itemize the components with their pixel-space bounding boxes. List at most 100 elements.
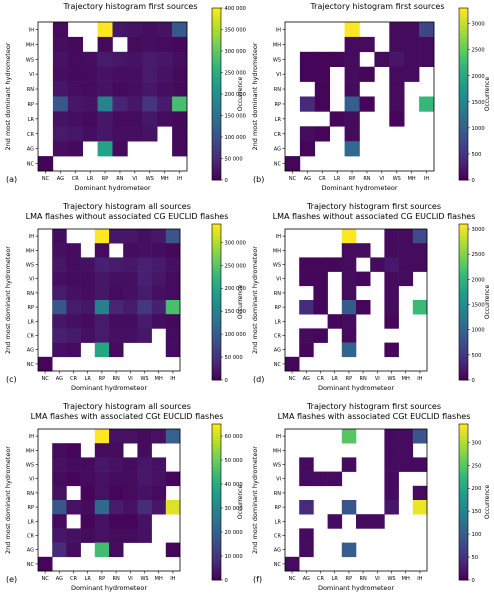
heatmap-cell xyxy=(419,22,435,38)
heatmap-cell xyxy=(52,243,67,258)
heatmap-cell xyxy=(137,500,152,515)
heatmap-cell xyxy=(327,257,343,272)
heatmap-cell xyxy=(151,257,167,272)
heatmap-cell xyxy=(314,96,330,112)
heatmap-cell xyxy=(112,126,128,142)
x-tick-label: AG xyxy=(56,576,63,582)
heatmap-cell xyxy=(341,229,357,244)
heatmap-cell xyxy=(137,314,152,329)
plot-frame xyxy=(37,428,181,572)
colorbar-tick-label: 2500 xyxy=(472,252,485,258)
colorbar-segment xyxy=(459,20,468,26)
colorbar-segment xyxy=(212,498,221,503)
x-tick-label: AG xyxy=(304,176,311,182)
colorbar-segment xyxy=(212,348,221,354)
y-tick-label: RP xyxy=(28,305,35,311)
heatmap-cell xyxy=(123,485,138,501)
colorbar-segment xyxy=(459,576,468,581)
heatmap-cell xyxy=(123,229,138,244)
heatmap-cell xyxy=(374,51,390,67)
heatmap-cell xyxy=(172,96,188,112)
y-tick-label: WS xyxy=(273,57,281,63)
heatmap-cell xyxy=(109,271,124,287)
colorbar-segment xyxy=(459,29,468,35)
panel-label: (d) xyxy=(253,375,264,384)
heatmap-cell xyxy=(137,257,152,272)
heatmap-cell xyxy=(109,257,124,272)
colorbar-tick-label: 200 000 xyxy=(225,286,246,292)
y-tick-label: AG xyxy=(27,348,34,354)
colorbar-segment xyxy=(212,25,221,30)
heatmap-cell xyxy=(165,257,181,272)
heatmap-cell xyxy=(384,429,399,444)
colorbar-segment xyxy=(212,576,221,581)
chart-subtitle: LMA flashes with associated CGt EUCLID f… xyxy=(31,412,224,421)
heatmap-cell xyxy=(123,257,138,272)
y-axis-label: 2nd most dominant hydrometeor xyxy=(4,42,12,150)
heatmap-cell xyxy=(327,471,343,487)
x-tick-label: VI xyxy=(375,576,380,582)
colorbar-segment xyxy=(212,529,221,534)
colorbar-segment xyxy=(459,525,468,530)
x-tick-label: LR xyxy=(334,176,341,182)
colorbar-segment xyxy=(459,282,468,287)
colorbar-segment xyxy=(212,431,221,437)
y-tick-label: RP xyxy=(275,102,282,108)
colorbar-tick-label: 2500 xyxy=(472,48,485,54)
heatmap-cell xyxy=(341,271,357,287)
colorbar-tick-label: 3000 xyxy=(472,227,485,233)
colorbar-frame xyxy=(458,423,469,581)
heatmap-cell xyxy=(80,457,96,472)
colorbar-segment xyxy=(459,305,468,311)
colorbar-segment xyxy=(212,231,221,237)
heatmap-cell xyxy=(52,314,67,329)
heatmap-cell xyxy=(137,271,152,287)
colorbar-segment xyxy=(212,321,221,326)
heatmap-cell xyxy=(412,485,428,501)
colorbar-segment xyxy=(459,521,468,526)
colorbar-segment xyxy=(459,38,468,43)
x-tick-label: IH xyxy=(417,376,422,382)
colorbar-segment xyxy=(459,537,468,542)
colorbar-segment xyxy=(459,251,468,256)
heatmap-cell xyxy=(82,111,98,127)
colorbar-segment xyxy=(459,235,468,240)
colorbar-segment xyxy=(212,89,221,95)
colorbar-tick-label: 10 000 xyxy=(225,554,243,560)
heatmap-cell xyxy=(344,81,360,97)
heatmap-cell xyxy=(314,126,330,142)
heatmap-cell xyxy=(52,342,67,358)
heatmap-cell xyxy=(123,514,138,529)
heatmap-cell xyxy=(299,300,314,315)
colorbar-segment xyxy=(459,263,468,268)
colorbar-segment xyxy=(212,344,221,350)
heatmap-cell xyxy=(109,314,124,329)
heatmap-cell xyxy=(109,485,124,501)
heatmap-cell xyxy=(142,22,158,38)
colorbar-segment xyxy=(212,352,221,357)
colorbar-tick-label: 150 000 xyxy=(225,309,246,315)
heatmap-cell xyxy=(112,81,128,97)
colorbar-segment xyxy=(212,494,221,499)
heatmap-cell xyxy=(66,328,81,343)
heatmap-cell xyxy=(97,51,113,67)
heatmap-cell xyxy=(412,300,428,315)
colorbar-segment xyxy=(212,537,221,542)
heatmap-cell xyxy=(127,51,143,67)
plot-frame xyxy=(284,428,428,572)
colorbar-segment xyxy=(459,239,468,244)
colorbar-segment xyxy=(212,286,221,291)
heatmap-cell xyxy=(127,126,143,142)
colorbar-segment xyxy=(459,498,468,503)
colorbar-tick-label: 300 000 xyxy=(225,240,246,246)
heatmap-cell xyxy=(151,300,167,315)
colorbar-segment xyxy=(459,25,468,30)
heatmap-cell xyxy=(165,300,181,315)
x-tick-label: AG xyxy=(57,176,64,182)
colorbar-tick-label: 0 xyxy=(225,578,228,584)
colorbar-tick-label: 1500 xyxy=(472,100,485,106)
heatmap-cell xyxy=(137,243,152,258)
colorbar-segment xyxy=(459,137,468,142)
